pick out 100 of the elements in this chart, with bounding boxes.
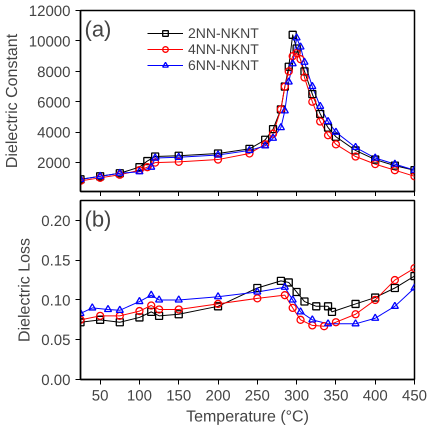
point [316,102,324,109]
point [288,52,297,60]
y-tick-label: 4000 [37,124,71,142]
point [214,300,222,308]
point [174,295,183,303]
point [116,306,124,313]
point [351,146,360,155]
point [371,293,380,302]
point [308,98,316,106]
point [135,306,144,316]
point [296,42,305,50]
point [324,116,332,124]
annotation: (a) [84,16,112,42]
x-tick-label: 400 [362,388,388,404]
point [351,310,360,318]
point [268,134,278,141]
point [88,303,96,311]
point [214,292,222,300]
point [288,304,297,312]
point [284,67,293,76]
point [245,149,254,158]
point [280,291,289,300]
legend-label: 2NN-NKNT [188,25,259,41]
point [351,152,360,161]
point [284,62,293,71]
point [371,153,380,161]
point [371,160,380,168]
x-tick-label: 250 [244,388,270,404]
point [308,82,316,90]
point [154,295,164,303]
y-tick-label: 0.10 [41,292,71,310]
point [296,55,305,64]
point [292,288,301,296]
point [332,127,340,135]
point [214,302,222,310]
point [390,276,400,284]
y-tick-label: 0.15 [41,252,71,270]
y-tick-label: 2000 [37,155,71,172]
point [116,318,124,326]
point [147,308,156,316]
point [96,312,104,320]
point [296,316,305,324]
y-tick-label: 6000 [37,94,71,112]
point [147,162,156,170]
point [316,117,324,126]
point [276,276,286,285]
point [332,140,340,148]
x-tick-label: 300 [284,388,310,404]
y-tick-label: 0.00 [41,372,71,389]
point [300,73,309,82]
point [371,296,380,304]
x-axis-title: Temperature (°C) [186,408,309,426]
legend-label: 4NN-NKNT [188,41,259,57]
point [174,158,183,166]
point [284,77,293,85]
point [214,155,222,164]
y-tick-label: 0.20 [41,212,71,230]
point [320,322,328,330]
y-axis-title: Dielectric Loss [16,238,34,342]
point [96,316,104,324]
point [371,155,380,164]
point [351,319,360,326]
point [154,312,164,320]
y-tick-label: 8000 [37,64,71,81]
point [308,90,316,98]
point [104,304,112,312]
point [324,123,332,132]
point [332,132,340,141]
y-axis-title: Dielectric Constant [4,33,21,168]
point [390,166,400,174]
point [143,156,152,166]
point [292,33,301,41]
point [292,48,301,58]
point [147,290,156,298]
x-tick-label: 50 [92,388,108,404]
point [324,302,332,310]
point [154,305,164,314]
point [261,136,270,144]
point [390,302,400,309]
point [174,310,183,318]
point [288,59,297,66]
point [280,106,289,114]
x-tick-label: 200 [206,388,231,404]
point [308,321,316,330]
point [135,163,144,172]
point [174,305,183,314]
point [135,296,144,304]
point [351,142,360,150]
annotation: (b) [84,206,112,232]
point [292,44,301,53]
x-tick-label: 450 [402,388,428,404]
point [324,131,332,140]
point [316,110,324,118]
point [284,278,293,287]
y-tick-label: 12000 [28,3,71,20]
point [253,294,262,302]
point [324,319,332,326]
point [276,122,286,130]
point [147,301,156,310]
point [116,312,124,320]
